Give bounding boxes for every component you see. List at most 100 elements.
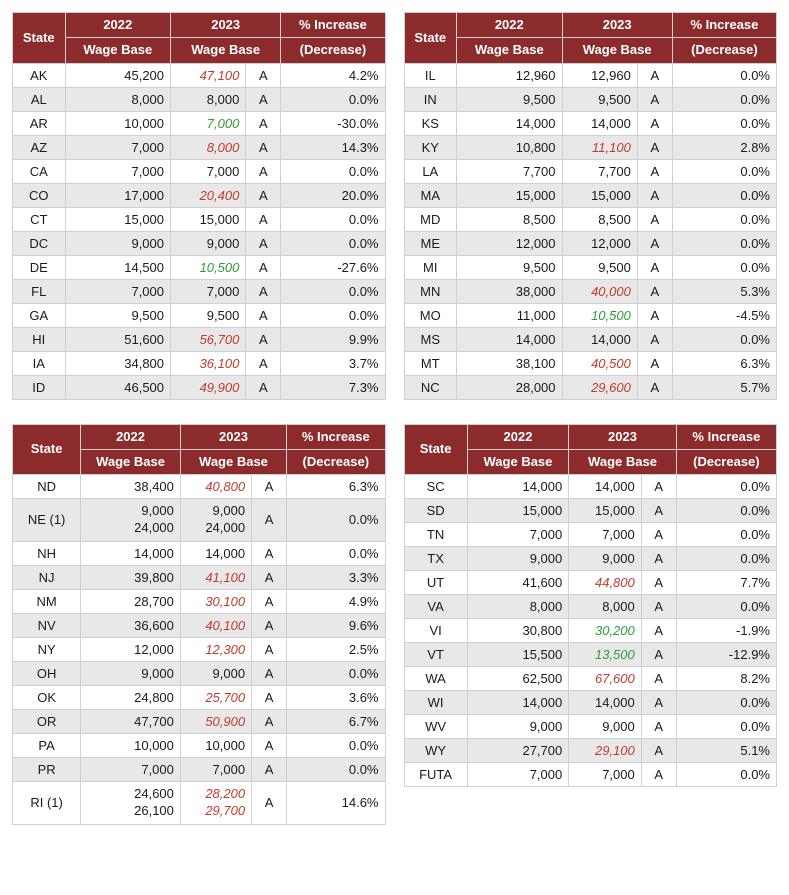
col-wagebase-1: Wage Base <box>457 38 562 63</box>
cell-state: DC <box>13 231 66 255</box>
col-state: State <box>13 424 81 475</box>
col-pct: % Increase <box>672 13 776 38</box>
cell-a: A <box>637 327 672 351</box>
cell-a: A <box>641 715 676 739</box>
col-pct: % Increase <box>287 424 385 449</box>
cell-pct: 0.0% <box>672 255 776 279</box>
cell-pct: 0.0% <box>672 159 776 183</box>
cell-2022: 24,60026,100 <box>81 781 181 824</box>
table-row: MN38,00040,000A5.3% <box>404 279 777 303</box>
col-decrease: (Decrease) <box>281 38 385 63</box>
cell-a: A <box>252 475 287 499</box>
cell-2023: 7,700 <box>562 159 637 183</box>
table-row: FUTA7,0007,000A0.0% <box>404 763 777 787</box>
col-pct: % Increase <box>676 424 776 449</box>
cell-pct: 0.0% <box>676 547 776 571</box>
table-row: FL7,0007,000A0.0% <box>13 279 386 303</box>
cell-pct: 3.3% <box>287 565 385 589</box>
cell-pct: 0.0% <box>287 661 385 685</box>
table-row: NY12,00012,300A2.5% <box>13 637 386 661</box>
cell-state: MD <box>404 207 457 231</box>
table-row: NJ39,80041,100A3.3% <box>13 565 386 589</box>
cell-2023: 20,400 <box>171 183 246 207</box>
cell-pct: 0.0% <box>281 207 385 231</box>
cell-a: A <box>641 499 676 523</box>
cell-2022: 12,000 <box>457 231 562 255</box>
table-row: HI51,60056,700A9.9% <box>13 327 386 351</box>
cell-2022: 7,000 <box>467 763 569 787</box>
cell-state: NH <box>13 541 81 565</box>
cell-a: A <box>252 613 287 637</box>
table-row: NC28,00029,600A5.7% <box>404 375 777 399</box>
cell-state: PA <box>13 733 81 757</box>
table-row: NV36,60040,100A9.6% <box>13 613 386 637</box>
cell-2023: 7,000 <box>171 159 246 183</box>
cell-2022: 9,000 <box>65 231 170 255</box>
cell-pct: 0.0% <box>281 87 385 111</box>
cell-2023: 9,00024,000 <box>180 499 251 542</box>
cell-a: A <box>252 781 287 824</box>
table-row: RI (1)24,60026,10028,20029,700A14.6% <box>13 781 386 824</box>
cell-state: MA <box>404 183 457 207</box>
table-row: CT15,00015,000A0.0% <box>13 207 386 231</box>
cell-a: A <box>641 739 676 763</box>
cell-2022: 15,500 <box>467 643 569 667</box>
cell-state: VA <box>404 595 467 619</box>
cell-pct: 0.0% <box>676 475 776 499</box>
cell-2023: 7,000 <box>569 763 642 787</box>
cell-pct: 9.9% <box>281 327 385 351</box>
cell-pct: 8.2% <box>676 667 776 691</box>
cell-2022: 45,200 <box>65 63 170 87</box>
cell-2022: 38,000 <box>457 279 562 303</box>
cell-pct: 0.0% <box>281 279 385 303</box>
cell-pct: 7.7% <box>676 571 776 595</box>
cell-state: SC <box>404 475 467 499</box>
cell-2023: 14,000 <box>562 327 637 351</box>
cell-2022: 14,000 <box>457 327 562 351</box>
table-row: ND38,40040,800A6.3% <box>13 475 386 499</box>
table-row: KS14,00014,000A0.0% <box>404 111 777 135</box>
cell-a: A <box>641 691 676 715</box>
cell-pct: 9.6% <box>287 613 385 637</box>
col-state: State <box>404 13 457 64</box>
cell-state: IN <box>404 87 457 111</box>
cell-a: A <box>641 523 676 547</box>
cell-2022: 7,700 <box>457 159 562 183</box>
cell-state: OH <box>13 661 81 685</box>
cell-2023: 14,000 <box>562 111 637 135</box>
cell-a: A <box>252 709 287 733</box>
cell-2022: 41,600 <box>467 571 569 595</box>
col-wagebase-1: Wage Base <box>81 449 181 474</box>
cell-state: IA <box>13 351 66 375</box>
table-row: LA7,7007,700A0.0% <box>404 159 777 183</box>
table-row: VI30,80030,200A-1.9% <box>404 619 777 643</box>
cell-2022: 15,000 <box>65 207 170 231</box>
cell-2022: 7,000 <box>467 523 569 547</box>
cell-a: A <box>252 637 287 661</box>
cell-pct: 6.7% <box>287 709 385 733</box>
cell-2022: 11,000 <box>457 303 562 327</box>
cell-state: VT <box>404 643 467 667</box>
table-row: AL8,0008,000A0.0% <box>13 87 386 111</box>
col-2023: 2023 <box>569 424 677 449</box>
cell-state: AR <box>13 111 66 135</box>
cell-a: A <box>252 733 287 757</box>
cell-2023: 49,900 <box>171 375 246 399</box>
cell-a: A <box>246 375 281 399</box>
cell-2023: 9,000 <box>171 231 246 255</box>
table-3: State20222023% IncreaseWage BaseWage Bas… <box>404 424 778 825</box>
cell-2023: 36,100 <box>171 351 246 375</box>
col-wagebase-2: Wage Base <box>569 449 677 474</box>
cell-a: A <box>252 589 287 613</box>
cell-2023: 56,700 <box>171 327 246 351</box>
cell-2022: 12,960 <box>457 63 562 87</box>
cell-pct: 0.0% <box>672 87 776 111</box>
cell-pct: 20.0% <box>281 183 385 207</box>
table-row: VT15,50013,500A-12.9% <box>404 643 777 667</box>
col-2023: 2023 <box>171 13 281 38</box>
cell-pct: 0.0% <box>287 541 385 565</box>
cell-2023: 30,200 <box>569 619 642 643</box>
col-2022: 2022 <box>81 424 181 449</box>
col-decrease: (Decrease) <box>672 38 776 63</box>
cell-a: A <box>641 667 676 691</box>
